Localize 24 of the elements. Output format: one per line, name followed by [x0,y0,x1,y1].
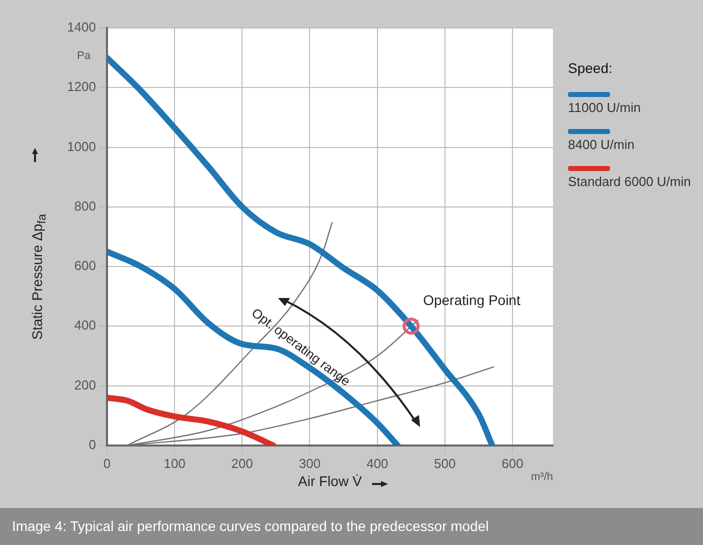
x-tick-label: 300 [298,456,321,471]
y-tick-label: 1400 [67,20,96,35]
legend-label: 11000 U/min [568,100,642,115]
y-tick-label: 800 [74,198,96,214]
x-tick-label: 100 [164,456,186,471]
x-axis-title: Air Flow V̇ [298,473,362,490]
y-tick-label: 0 [88,436,96,452]
legend-title: Speed: [568,60,614,76]
y-tick-label: 400 [74,318,96,333]
y-tick-label: 1000 [67,138,96,154]
x-tick-label: 0 [103,456,111,471]
y-tick-label: 600 [74,258,96,274]
x-tick-label: 500 [434,456,456,471]
x-tick-label: 200 [231,456,254,471]
text: Pa [77,50,90,62]
text: m³/h [531,471,553,484]
x-tick-label: 600 [502,456,524,471]
legend-label: Standard 6000 U/min [568,174,692,189]
legend-label: 8400 U/min [568,137,636,152]
text: Image 4: Typical air performance curves compared to the predecessor model [0,508,703,545]
annotation: Operating Point [423,292,520,308]
y-tick-label: 200 [74,377,96,392]
x-tick-label: 400 [366,456,388,471]
y-tick-label: 1200 [67,79,96,94]
